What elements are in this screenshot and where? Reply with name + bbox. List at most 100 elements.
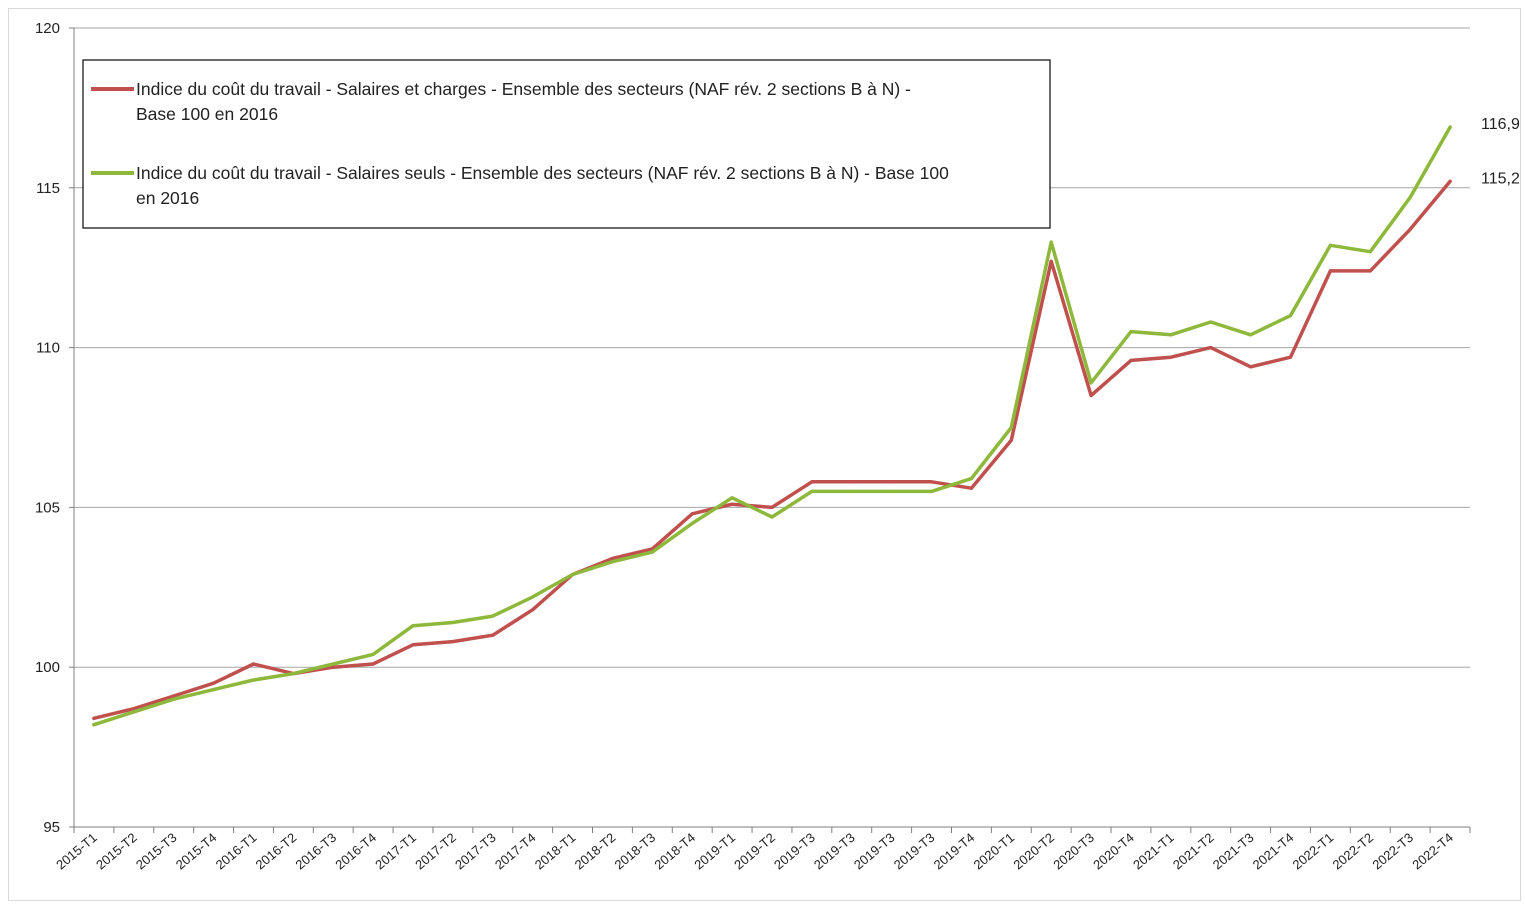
- x-tick-label: 2019-T3: [811, 830, 858, 873]
- x-tick-label: 2019-T3: [891, 830, 938, 873]
- data-point: [650, 550, 654, 554]
- data-point: [212, 681, 216, 685]
- data-point: [371, 652, 375, 657]
- x-tick-label: 2015-T3: [133, 830, 180, 873]
- x-tick-label: 2017-T3: [452, 830, 499, 873]
- x-tick-label: 2021-T3: [1210, 830, 1257, 873]
- data-point: [890, 489, 894, 494]
- data-point: [1089, 381, 1093, 385]
- data-point: [1169, 333, 1173, 337]
- data-point: [1009, 425, 1013, 430]
- x-tick-label: 2020-T4: [1090, 830, 1137, 873]
- data-point: [331, 662, 335, 666]
- data-point: [1288, 314, 1293, 318]
- x-tick-label: 2016-T4: [332, 830, 379, 873]
- data-point: [371, 662, 375, 666]
- data-point: [1049, 240, 1053, 244]
- data-point: [1209, 346, 1213, 350]
- data-point: [491, 633, 495, 637]
- x-tick-label: 2021-T4: [1250, 830, 1297, 873]
- legend-label: en 2016: [136, 188, 199, 208]
- y-tick-label: 95: [43, 819, 60, 836]
- data-point: [690, 512, 694, 516]
- data-point: [969, 477, 974, 481]
- x-tick-label: 2022-T4: [1409, 830, 1456, 873]
- x-tick-label: 2018-T2: [572, 830, 619, 873]
- data-point: [251, 662, 256, 666]
- data-point: [531, 608, 535, 612]
- data-point: [1448, 179, 1452, 184]
- x-tick-label: 2020-T1: [971, 830, 1018, 873]
- x-tick-label: 2015-T1: [53, 830, 100, 873]
- data-point: [331, 665, 335, 669]
- data-point: [570, 572, 575, 577]
- data-point: [969, 486, 974, 490]
- x-tick-label: 2016-T3: [292, 830, 339, 873]
- legend-box: [82, 59, 1051, 229]
- data-point: [1448, 125, 1452, 129]
- data-point: [770, 505, 774, 509]
- legend-label: Base 100 en 2016: [136, 104, 278, 124]
- data-point: [1209, 320, 1213, 324]
- data-point: [92, 716, 96, 720]
- data-point: [810, 489, 814, 494]
- x-tick-label: 2021-T1: [1130, 830, 1177, 873]
- data-point: [1249, 333, 1253, 337]
- end-value-label: 116,9: [1481, 116, 1520, 133]
- data-point: [132, 710, 136, 714]
- x-tick-label: 2017-T4: [492, 830, 539, 873]
- legend: Indice du coût du travail - Salaires et …: [82, 59, 1051, 229]
- data-point: [531, 595, 535, 599]
- data-point: [1408, 195, 1412, 199]
- data-point: [730, 502, 734, 506]
- data-point: [810, 480, 814, 484]
- data-point: [491, 614, 495, 618]
- data-point: [929, 480, 934, 484]
- x-tick-label: 2022-T2: [1329, 830, 1376, 873]
- chart-frame: [8, 8, 1521, 901]
- data-point: [451, 640, 455, 644]
- x-tick-label: 2018-T3: [612, 830, 659, 873]
- data-point: [251, 678, 256, 682]
- data-point: [132, 707, 136, 711]
- data-point: [1089, 393, 1093, 398]
- legend-label: Indice du coût du travail - Salaires et …: [136, 79, 911, 99]
- x-tick-label: 2017-T2: [412, 830, 459, 873]
- end-value-label: 115,2: [1481, 170, 1520, 187]
- data-point: [172, 697, 176, 701]
- x-tick-label: 2021-T2: [1170, 830, 1217, 873]
- data-point: [770, 515, 774, 519]
- data-point: [1368, 269, 1372, 273]
- data-point: [850, 489, 854, 494]
- x-tick-label: 2018-T4: [651, 830, 698, 873]
- data-point: [730, 496, 734, 500]
- x-tick-label: 2017-T1: [372, 830, 419, 873]
- y-tick-label: 110: [36, 340, 60, 357]
- x-tick-label: 2020-T2: [1010, 830, 1057, 873]
- data-point: [1328, 243, 1332, 247]
- data-point: [1049, 259, 1053, 263]
- data-point: [172, 694, 176, 698]
- x-tick-label: 2016-T2: [253, 830, 300, 873]
- x-tick-label: 2015-T4: [173, 830, 220, 873]
- x-tick-label: 2022-T3: [1369, 830, 1416, 873]
- data-point: [1288, 355, 1293, 359]
- data-point: [929, 489, 934, 494]
- data-point: [1249, 365, 1253, 369]
- x-tick-label: 2016-T1: [213, 830, 260, 873]
- data-point: [92, 723, 96, 727]
- y-tick-label: 105: [35, 499, 60, 516]
- y-tick-label: 120: [35, 20, 60, 37]
- x-tick-label: 2019-T3: [851, 830, 898, 873]
- legend-label: Indice du coût du travail - Salaires seu…: [136, 163, 949, 183]
- x-tick-label: 2022-T1: [1290, 830, 1337, 873]
- x-tick-label: 2015-T2: [93, 830, 140, 873]
- data-point: [1169, 355, 1173, 359]
- x-tick-label: 2020-T3: [1050, 830, 1097, 873]
- data-point: [411, 643, 415, 647]
- data-point: [850, 480, 854, 484]
- data-point: [1009, 438, 1013, 442]
- data-point: [690, 521, 694, 525]
